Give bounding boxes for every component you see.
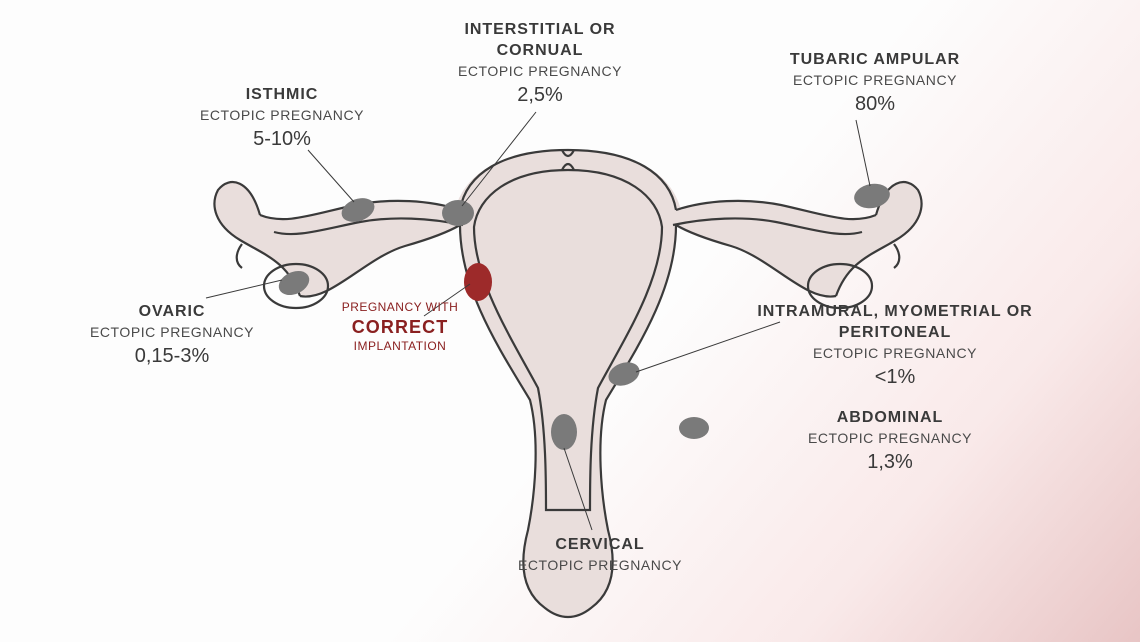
intramural-title: INTRAMURAL, MYOMETRIAL OR PERITONEAL bbox=[740, 302, 1050, 344]
leader-cervical bbox=[564, 448, 592, 530]
interstitial-percent: 2,5% bbox=[430, 82, 650, 108]
abdominal-title: ABDOMINAL bbox=[800, 408, 980, 429]
isthmic-subtitle: ECTOPIC PREGNANCY bbox=[182, 106, 382, 124]
cervical-subtitle: ECTOPIC PREGNANCY bbox=[510, 556, 690, 574]
correct-post: IMPLANTATION bbox=[315, 339, 485, 355]
correct-title: CORRECT bbox=[315, 316, 485, 339]
ovaric-title: OVARIC bbox=[82, 302, 262, 323]
leader-tubaric bbox=[856, 120, 870, 186]
tubaric-title: TUBARIC AMPULAR bbox=[770, 50, 980, 71]
label-abdominal: ABDOMINAL ECTOPIC PREGNANCY 1,3% bbox=[800, 408, 980, 475]
leader-interstitial bbox=[462, 112, 536, 206]
label-correct: PREGNANCY WITH CORRECT IMPLANTATION bbox=[315, 300, 485, 355]
intramural-percent: <1% bbox=[740, 364, 1050, 390]
label-intramural: INTRAMURAL, MYOMETRIAL OR PERITONEAL ECT… bbox=[740, 302, 1050, 390]
interstitial-title: INTERSTITIAL OR CORNUAL bbox=[430, 20, 650, 62]
label-isthmic: ISTHMIC ECTOPIC PREGNANCY 5-10% bbox=[182, 85, 382, 152]
leader-isthmic bbox=[308, 150, 354, 202]
label-cervical: CERVICAL ECTOPIC PREGNANCY bbox=[510, 535, 690, 574]
ovaric-subtitle: ECTOPIC PREGNANCY bbox=[82, 323, 262, 341]
label-interstitial: INTERSTITIAL OR CORNUAL ECTOPIC PREGNANC… bbox=[430, 20, 650, 108]
tubaric-subtitle: ECTOPIC PREGNANCY bbox=[770, 71, 980, 89]
cervical-title: CERVICAL bbox=[510, 535, 690, 556]
isthmic-percent: 5-10% bbox=[182, 126, 382, 152]
isthmic-title: ISTHMIC bbox=[182, 85, 382, 106]
leader-ovaric bbox=[206, 280, 282, 298]
interstitial-subtitle: ECTOPIC PREGNANCY bbox=[430, 62, 650, 80]
label-ovaric: OVARIC ECTOPIC PREGNANCY 0,15-3% bbox=[82, 302, 262, 369]
abdominal-percent: 1,3% bbox=[800, 449, 980, 475]
abdominal-subtitle: ECTOPIC PREGNANCY bbox=[800, 429, 980, 447]
label-tubaric: TUBARIC AMPULAR ECTOPIC PREGNANCY 80% bbox=[770, 50, 980, 117]
correct-pre: PREGNANCY WITH bbox=[315, 300, 485, 316]
ovaric-percent: 0,15-3% bbox=[82, 343, 262, 369]
tubaric-percent: 80% bbox=[770, 91, 980, 117]
intramural-subtitle: ECTOPIC PREGNANCY bbox=[740, 344, 1050, 362]
